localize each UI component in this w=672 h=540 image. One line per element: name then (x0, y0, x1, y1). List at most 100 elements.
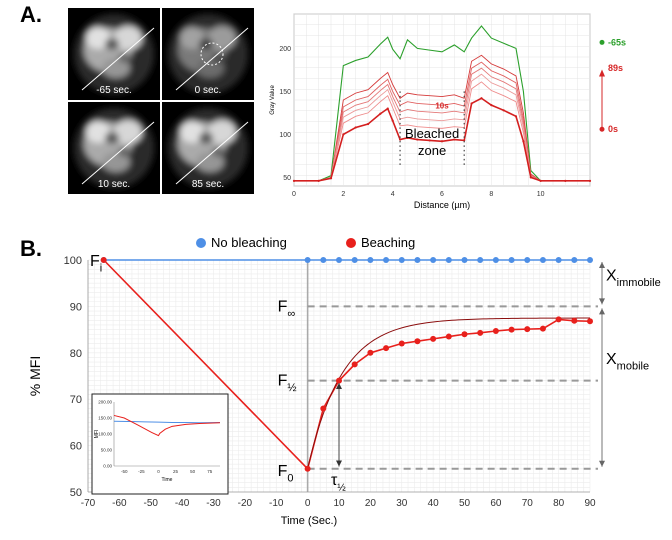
bleaching-descent-line (103, 259, 309, 470)
panel-a-label: A. (20, 2, 42, 27)
tile-caption: 85 sec. (191, 179, 225, 190)
x-tick-label: 20 (365, 498, 377, 509)
x-tick-label: 0 (305, 498, 311, 509)
label-f-half: F½ (278, 373, 297, 395)
x-tick-label: 40 (428, 498, 440, 509)
legend-marker-no-bleaching (196, 238, 206, 248)
series-label-10s: 10s (435, 102, 449, 111)
cell-dark-spot (118, 147, 130, 157)
micrograph-tile: 85 sec. (162, 102, 254, 194)
data-point-bleaching (367, 349, 374, 356)
y-tick-label: 100 (279, 132, 291, 139)
profile-point (539, 179, 542, 182)
bleach-roi (200, 42, 224, 66)
data-point-no-bleaching (398, 257, 405, 263)
y-axis-label: Gray Value (270, 85, 276, 115)
tau-arrow-head (336, 382, 342, 389)
inset-x-tick-label: -50 (121, 469, 128, 474)
cell-lobe (196, 58, 224, 78)
data-point-no-bleaching (555, 257, 562, 263)
y-tick-label: 200 (279, 46, 291, 53)
x-tick-label: 90 (584, 498, 596, 509)
data-point-no-bleaching (508, 257, 515, 263)
data-point-no-bleaching (320, 257, 327, 263)
profile-point (428, 139, 431, 142)
profile-point (342, 133, 345, 136)
inset-x-tick-label: 75 (207, 469, 213, 474)
cell-image (74, 108, 155, 188)
data-point-bleaching (508, 326, 515, 333)
legend-label-bleaching: Beaching (361, 235, 415, 250)
profile-point (329, 177, 333, 180)
profile-point (502, 109, 505, 112)
x-tick-label: 50 (459, 498, 471, 509)
x-tick-label: 70 (522, 498, 534, 509)
data-point-bleaching (492, 327, 499, 334)
data-point-no-bleaching (461, 257, 468, 263)
data-point-bleaching (320, 405, 327, 412)
intensity-profile-chart: 0 2 4 6 8 10 50 100 150 200 Distance (µm) Gray Valu… (270, 13, 626, 210)
profile-point (354, 126, 357, 129)
cell-image (168, 14, 249, 94)
data-point-bleaching (414, 338, 421, 345)
data-point-no-bleaching (524, 257, 531, 263)
x-tick-label: 6 (440, 191, 444, 198)
x-tick-label: -20 (238, 498, 253, 509)
exponential-fit-line (307, 317, 591, 469)
x-tick-label: 2 (341, 191, 345, 198)
data-point-bleaching (555, 316, 562, 323)
inset-series-red (113, 414, 221, 437)
label-x-immobile: Ximmobile (606, 268, 661, 290)
y-tick-label: 80 (70, 348, 82, 360)
x-tick-label: -70 (81, 498, 96, 509)
inset-x-tick-label: -25 (138, 469, 145, 474)
profile-point (522, 140, 525, 143)
tau-arrow-head (336, 460, 342, 467)
profile-point (588, 179, 592, 182)
x-tick-label: -60 (112, 498, 127, 509)
inset-frame (91, 393, 229, 495)
data-point-bleaching (587, 318, 593, 325)
data-point-no-bleaching (304, 257, 311, 263)
profile-point (379, 112, 382, 115)
cell-lobe (180, 27, 204, 49)
inset-y-tick-label: 150.00 (98, 416, 112, 421)
data-point-bleaching (304, 465, 311, 472)
y-tick-label: 100 (64, 255, 82, 267)
legend-label: 0s (608, 124, 618, 134)
data-point-bleaching (430, 335, 437, 342)
tile-caption: 10 sec. (97, 179, 131, 190)
profile-point (490, 104, 493, 107)
profile-point (406, 136, 409, 139)
bleached-zone-label: Bleached (405, 126, 459, 141)
bracket-arrow (599, 262, 605, 268)
x-tick-label: 80 (553, 498, 565, 509)
y-tick-label: 60 (70, 441, 82, 453)
label-f-i: Fi (90, 253, 102, 275)
cell-lobe (86, 121, 110, 143)
profile-point (366, 122, 370, 126)
y-tick-label: 150 (279, 89, 291, 96)
profile-series-line (294, 73, 590, 182)
inset-y-tick-label: 200.00 (98, 400, 112, 405)
profile-point (398, 138, 402, 141)
data-point-no-bleaching (571, 257, 578, 263)
inset-y-tick-label: 50.00 (101, 448, 113, 453)
data-point-no-bleaching (351, 257, 358, 263)
label-x-mobile: Xmobile (606, 351, 649, 373)
data-point-bleaching (524, 326, 531, 333)
cell-dark-spot (199, 38, 213, 50)
profile-point (453, 138, 456, 141)
data-point-no-bleaching (587, 257, 593, 263)
data-point-no-bleaching (477, 257, 484, 263)
data-point-no-bleaching (336, 257, 342, 263)
profile-point (480, 97, 483, 100)
cell-image (74, 14, 155, 94)
bracket-arrow (599, 460, 605, 467)
cell-lobe (102, 152, 130, 172)
inset-series-blue (113, 420, 221, 424)
micrograph-tile: -65 sec. (68, 8, 160, 100)
profile-point (292, 179, 296, 182)
inset-x-tick-label: 50 (190, 469, 196, 474)
data-point-no-bleaching (414, 257, 421, 263)
